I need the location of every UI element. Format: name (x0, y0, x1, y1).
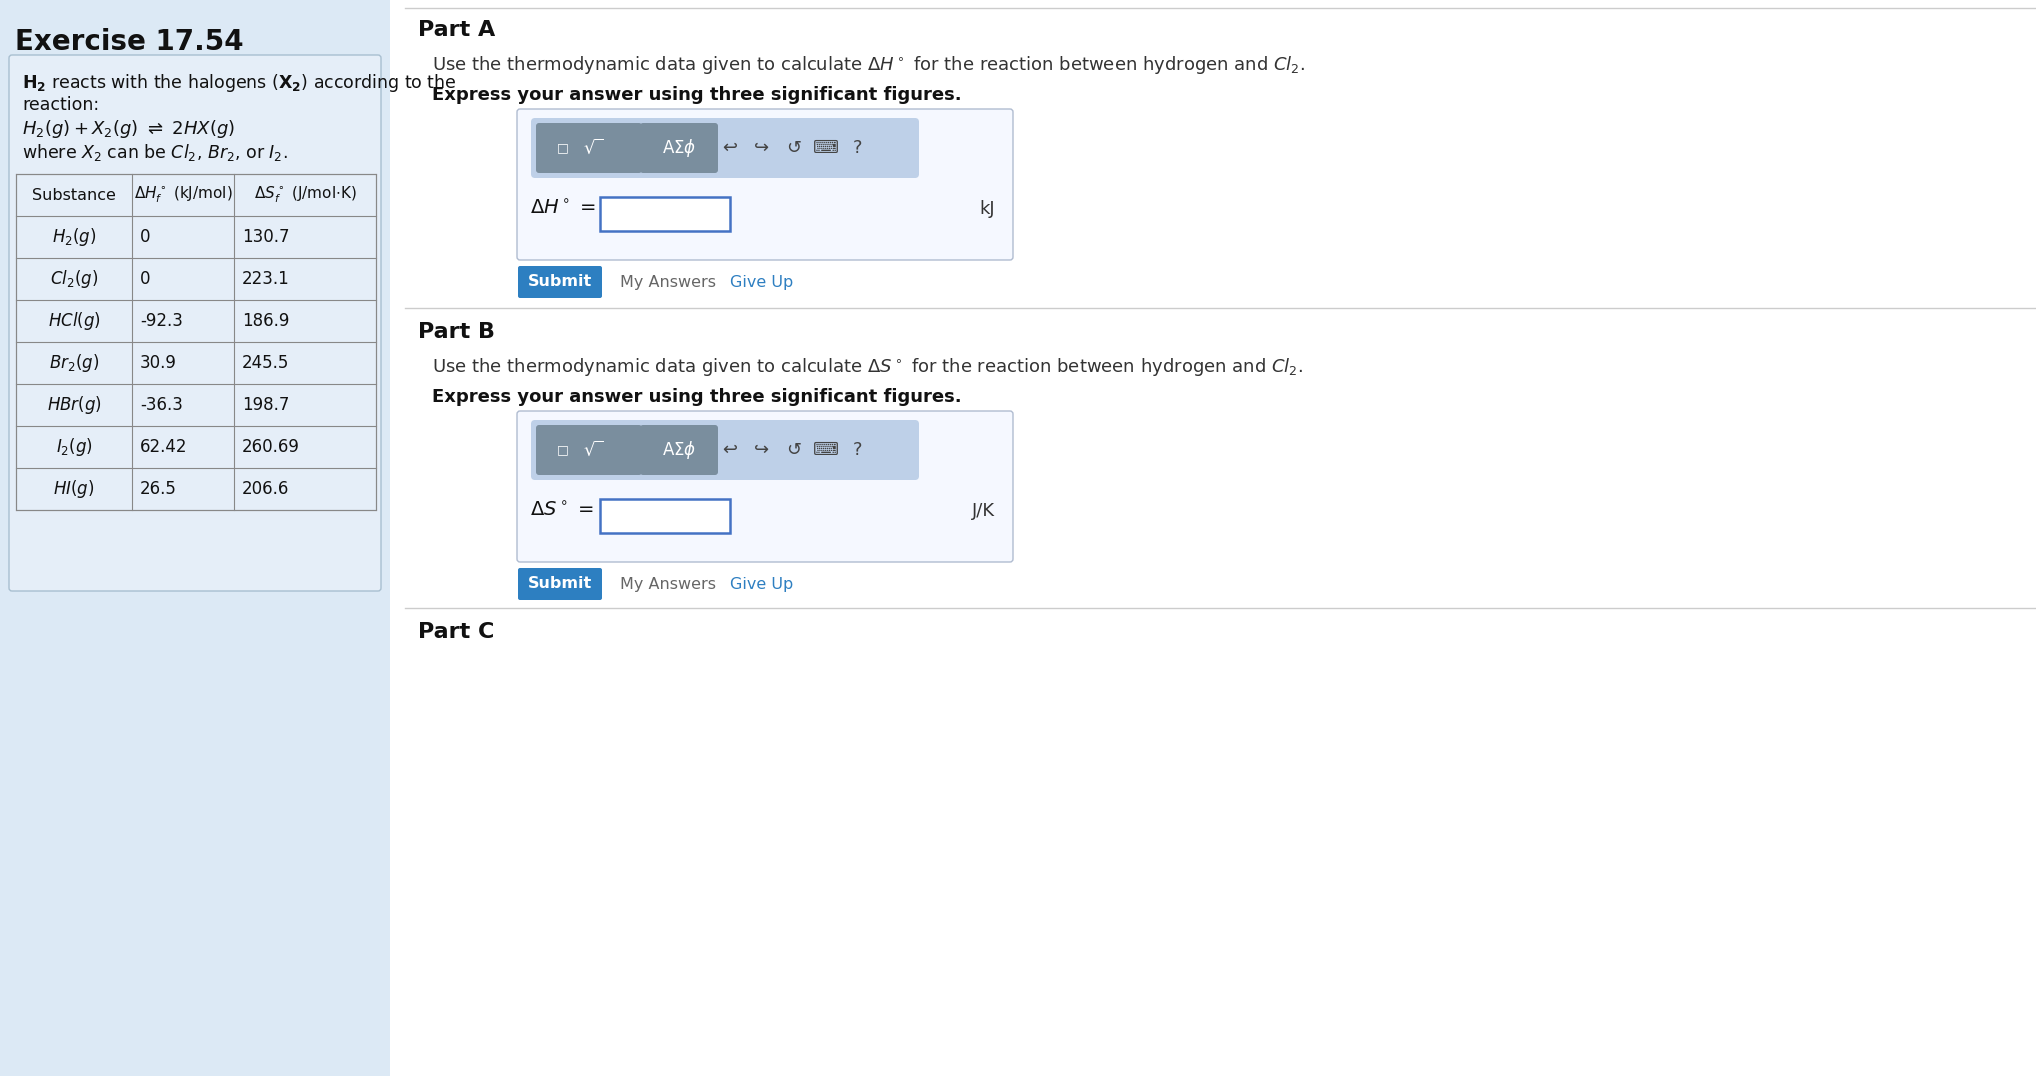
FancyBboxPatch shape (531, 118, 918, 178)
Text: $HI(g)$: $HI(g)$ (53, 478, 96, 500)
FancyBboxPatch shape (8, 55, 381, 591)
Text: $Cl_2(g)$: $Cl_2(g)$ (49, 268, 98, 291)
Text: Express your answer using three significant figures.: Express your answer using three signific… (432, 388, 961, 406)
Text: 0: 0 (140, 228, 151, 246)
Text: My Answers: My Answers (621, 577, 717, 592)
Text: $\Delta H^\circ$ =: $\Delta H^\circ$ = (529, 199, 597, 218)
Text: □: □ (558, 443, 568, 456)
Text: -92.3: -92.3 (140, 312, 183, 330)
Text: Substance: Substance (33, 187, 116, 202)
Text: 260.69: 260.69 (242, 438, 299, 456)
Text: 223.1: 223.1 (242, 270, 289, 288)
Text: J/K: J/K (971, 502, 996, 520)
Text: 245.5: 245.5 (242, 354, 289, 372)
Bar (601, 197, 731, 231)
Text: where $X_2$ can be $Cl_2$, $Br_2$, or $I_2$.: where $X_2$ can be $Cl_2$, $Br_2$, or $I… (22, 142, 287, 162)
Text: $H_2(g)+X_2(g)\ \rightleftharpoons\ 2HX(g)$: $H_2(g)+X_2(g)\ \rightleftharpoons\ 2HX(… (22, 118, 234, 140)
Text: 30.9: 30.9 (140, 354, 177, 372)
Text: Use the thermodynamic data given to calculate $\Delta S^\circ$ for the reaction : Use the thermodynamic data given to calc… (432, 356, 1303, 378)
Text: $\sqrt{\,}$: $\sqrt{\,}$ (582, 440, 603, 459)
Text: □: □ (558, 142, 568, 155)
Text: -36.3: -36.3 (140, 396, 183, 414)
Text: $\Delta H^\circ_f$ (kJ/mol): $\Delta H^\circ_f$ (kJ/mol) (134, 185, 232, 206)
Text: ↪: ↪ (755, 139, 770, 157)
Text: ↩: ↩ (723, 441, 737, 459)
Text: Submit: Submit (527, 577, 592, 592)
Text: reaction:: reaction: (22, 96, 100, 114)
Text: My Answers: My Answers (621, 274, 717, 289)
Text: A$\Sigma\phi$: A$\Sigma\phi$ (662, 439, 696, 461)
Bar (601, 499, 731, 533)
Text: $\Delta S^\circ$ =: $\Delta S^\circ$ = (529, 501, 595, 521)
Text: 26.5: 26.5 (140, 480, 177, 498)
Text: ?: ? (853, 441, 863, 459)
Text: ⌨: ⌨ (812, 441, 839, 459)
FancyBboxPatch shape (517, 266, 603, 298)
Text: ⌨: ⌨ (812, 139, 839, 157)
Text: kJ: kJ (979, 200, 996, 218)
Text: ↪: ↪ (755, 441, 770, 459)
FancyBboxPatch shape (531, 420, 918, 480)
FancyBboxPatch shape (639, 425, 719, 475)
FancyBboxPatch shape (517, 109, 1014, 260)
Text: ?: ? (853, 139, 863, 157)
Text: ↺: ↺ (786, 441, 802, 459)
Text: $HCl(g)$: $HCl(g)$ (47, 310, 100, 332)
Text: $HBr(g)$: $HBr(g)$ (47, 394, 102, 416)
Text: $H_2(g)$: $H_2(g)$ (51, 226, 96, 247)
FancyBboxPatch shape (535, 425, 641, 475)
Text: ↺: ↺ (786, 139, 802, 157)
FancyBboxPatch shape (517, 568, 603, 600)
Text: Submit: Submit (527, 274, 592, 289)
Text: Use the thermodynamic data given to calculate $\Delta H^\circ$ for the reaction : Use the thermodynamic data given to calc… (432, 54, 1305, 76)
Text: 0: 0 (140, 270, 151, 288)
FancyBboxPatch shape (639, 123, 719, 173)
Text: Express your answer using three significant figures.: Express your answer using three signific… (432, 86, 961, 104)
Text: 130.7: 130.7 (242, 228, 289, 246)
Text: Give Up: Give Up (731, 577, 794, 592)
FancyBboxPatch shape (517, 411, 1014, 562)
Text: Part B: Part B (417, 322, 495, 342)
FancyBboxPatch shape (535, 123, 641, 173)
Text: A$\Sigma\phi$: A$\Sigma\phi$ (662, 137, 696, 159)
Text: $I_2(g)$: $I_2(g)$ (55, 436, 92, 458)
Text: 186.9: 186.9 (242, 312, 289, 330)
Text: $\mathbf{H_2}$ reacts with the halogens ($\mathbf{X_2}$) according to the: $\mathbf{H_2}$ reacts with the halogens … (22, 72, 456, 94)
Text: Part A: Part A (417, 20, 495, 40)
Text: Exercise 17.54: Exercise 17.54 (14, 28, 244, 56)
Text: Part C: Part C (417, 622, 495, 642)
Text: $\Delta S^\circ_f$ (J/mol$\cdot$K): $\Delta S^\circ_f$ (J/mol$\cdot$K) (254, 185, 356, 206)
Text: ↩: ↩ (723, 139, 737, 157)
Text: Give Up: Give Up (731, 274, 794, 289)
Bar (16, 174, 377, 510)
Text: $\sqrt{\,}$: $\sqrt{\,}$ (582, 139, 603, 158)
Text: 198.7: 198.7 (242, 396, 289, 414)
Bar (0, 0, 391, 1076)
Text: $Br_2(g)$: $Br_2(g)$ (49, 352, 100, 374)
Text: 62.42: 62.42 (140, 438, 187, 456)
Text: 206.6: 206.6 (242, 480, 289, 498)
